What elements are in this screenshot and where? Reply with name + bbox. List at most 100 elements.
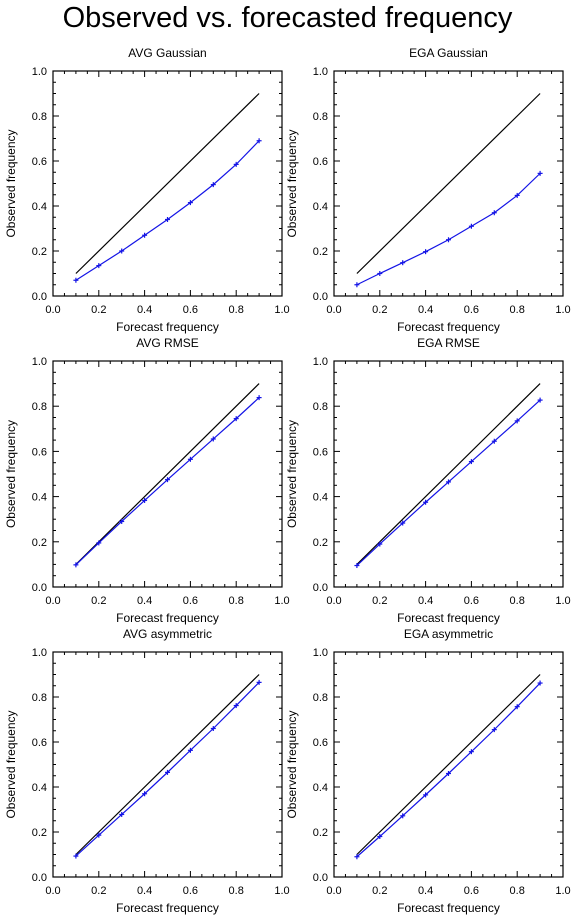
x-tick-label: 1.0: [555, 595, 570, 607]
data-point: [142, 791, 148, 797]
x-tick-label: 0.0: [326, 304, 341, 316]
x-axis-label: Forecast frequency: [397, 901, 500, 915]
x-tick-label: 0.0: [45, 885, 60, 897]
data-point: [119, 518, 125, 524]
data-point: [468, 749, 474, 755]
y-tick-label: 0.2: [32, 827, 47, 839]
data-point: [377, 271, 383, 276]
x-tick-label: 0.4: [137, 304, 152, 316]
data-point: [537, 170, 543, 176]
panel-title: AVG Gaussian: [128, 46, 206, 60]
data-point: [187, 747, 193, 753]
x-tick-label: 1.0: [555, 885, 570, 897]
chart-panel: 0.0 0.2 0.4 0.6 0.8 1.0 0.0 0.2 0.4 0.6 0.8 1.0 AVG …: [4, 46, 290, 334]
data-point: [142, 232, 148, 238]
x-tick-label: 1.0: [555, 304, 570, 316]
chart-panel: 0.0 0.2 0.4 0.6 0.8 1.0 0.0 0.2 0.4 0.6 0.8 1.0 AVG …: [4, 336, 290, 625]
data-point: [537, 680, 543, 686]
data-point: [446, 237, 451, 243]
y-tick-label: 0.0: [313, 291, 328, 303]
x-tick-label: 0.6: [183, 595, 198, 607]
x-axis-label: Forecast frequency: [116, 611, 219, 625]
panel-title: AVG asymmetric: [123, 627, 212, 641]
x-axis-label: Forecast frequency: [116, 901, 219, 915]
data-point: [210, 726, 216, 731]
data-point: [446, 771, 451, 776]
y-tick-label: 0.4: [32, 782, 47, 794]
y-tick-label: 1.0: [313, 66, 328, 78]
x-tick-label: 0.6: [464, 304, 479, 316]
y-tick-label: 0.8: [313, 401, 328, 413]
x-tick-label: 0.6: [183, 304, 198, 316]
data-point: [377, 834, 383, 839]
figure-title: Observed vs. forecasted frequency: [62, 2, 513, 34]
y-tick-label: 0.4: [32, 492, 47, 504]
x-tick-label: 0.8: [510, 885, 525, 897]
y-tick-label: 0.4: [32, 201, 47, 213]
x-tick-label: 0.8: [229, 304, 244, 316]
panel-title: EGA RMSE: [417, 336, 480, 350]
data-point: [165, 217, 170, 222]
data-point: [96, 832, 102, 838]
panel-title: EGA Gaussian: [409, 46, 488, 60]
data-point: [377, 541, 383, 547]
data-point: [73, 277, 79, 283]
x-tick-label: 0.8: [229, 885, 244, 897]
y-tick-label: 0.0: [32, 872, 47, 884]
data-point: [233, 161, 239, 167]
data-point: [400, 813, 406, 819]
data-point: [354, 854, 360, 860]
reference-line: [75, 383, 260, 565]
y-tick-label: 0.2: [313, 246, 328, 258]
data-point: [142, 497, 148, 503]
data-point: [96, 263, 102, 269]
data-point: [514, 418, 520, 424]
x-tick-label: 0.8: [510, 304, 525, 316]
data-point: [187, 456, 193, 462]
x-tick-label: 0.2: [91, 885, 106, 897]
y-tick-label: 0.2: [313, 537, 328, 549]
x-tick-label: 0.8: [229, 595, 244, 607]
y-tick-label: 0.0: [32, 582, 47, 594]
reference-line: [75, 674, 260, 855]
x-tick-label: 0.4: [137, 885, 152, 897]
x-tick-label: 1.0: [274, 595, 289, 607]
y-tick-label: 0.6: [32, 737, 47, 749]
y-tick-label: 0.6: [313, 446, 328, 458]
data-point: [354, 563, 360, 569]
x-tick-label: 0.4: [418, 595, 433, 607]
y-tick-label: 0.8: [313, 692, 328, 704]
data-point: [423, 249, 429, 255]
y-tick-label: 0.8: [32, 401, 47, 413]
data-point: [233, 703, 239, 709]
data-point: [187, 200, 193, 206]
y-tick-label: 0.6: [313, 156, 328, 168]
data-point: [73, 853, 79, 859]
x-tick-label: 0.2: [372, 595, 387, 607]
data-point: [119, 248, 125, 254]
y-axis-label: Observed frequency: [285, 710, 299, 818]
series-line: [356, 172, 541, 286]
x-tick-label: 0.0: [45, 304, 60, 316]
panel-title: EGA asymmetric: [404, 627, 493, 641]
y-tick-label: 0.4: [313, 492, 328, 504]
x-tick-label: 0.2: [91, 304, 106, 316]
data-point: [233, 416, 239, 422]
y-axis-label: Observed frequency: [285, 129, 299, 237]
chart-panel: 0.0 0.2 0.4 0.6 0.8 1.0 0.0 0.2 0.4 0.6 0.8 1.0 EGA …: [285, 46, 571, 334]
x-tick-label: 0.2: [372, 885, 387, 897]
data-point: [400, 520, 406, 526]
data-point: [446, 479, 451, 485]
x-tick-label: 0.8: [510, 595, 525, 607]
y-axis-label: Observed frequency: [4, 420, 18, 528]
x-tick-label: 0.6: [464, 885, 479, 897]
reference-line: [75, 93, 260, 274]
y-tick-label: 0.4: [313, 782, 328, 794]
y-tick-label: 0.2: [32, 537, 47, 549]
y-tick-label: 0.4: [313, 201, 328, 213]
data-point: [119, 811, 125, 817]
x-tick-label: 0.0: [326, 885, 341, 897]
data-point: [491, 438, 497, 444]
chart-panel: 0.0 0.2 0.4 0.6 0.8 1.0 0.0 0.2 0.4 0.6 0.8 1.0 EGA …: [285, 336, 571, 625]
